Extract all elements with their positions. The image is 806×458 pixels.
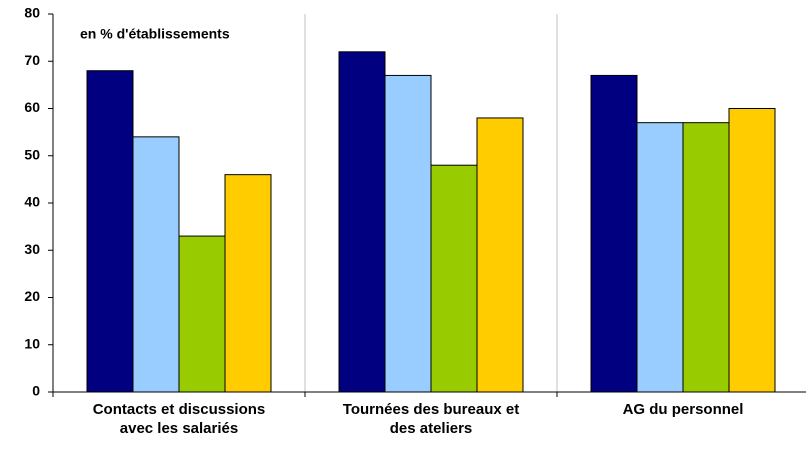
bar (178, 235, 226, 393)
bar (476, 117, 524, 393)
y-tick-label: 20 (24, 288, 40, 304)
y-tick-label: 80 (24, 5, 40, 21)
y-tick-label: 70 (24, 52, 40, 68)
y-tick-label: 40 (24, 194, 40, 210)
bar (86, 70, 134, 393)
y-tick-label: 50 (24, 146, 40, 162)
y-tick-label: 10 (24, 335, 40, 351)
bar (636, 122, 684, 393)
bar (682, 122, 730, 393)
bar (224, 174, 272, 393)
y-tick-label: 0 (32, 383, 40, 399)
y-tick-label: 30 (24, 241, 40, 257)
bar (338, 51, 386, 393)
bar (590, 74, 638, 393)
bar (132, 136, 180, 393)
annotation: en % d'établissements (80, 26, 230, 42)
bar (384, 74, 432, 393)
x-tick-label: Tournées des bureaux et des ateliers (342, 401, 520, 437)
x-tick-label: Contacts et discussions avec les salarié… (92, 401, 266, 437)
bar (430, 164, 478, 393)
y-tick-label: 60 (24, 99, 40, 115)
x-tick-label: AG du personnel (622, 401, 744, 418)
bar (728, 108, 776, 393)
